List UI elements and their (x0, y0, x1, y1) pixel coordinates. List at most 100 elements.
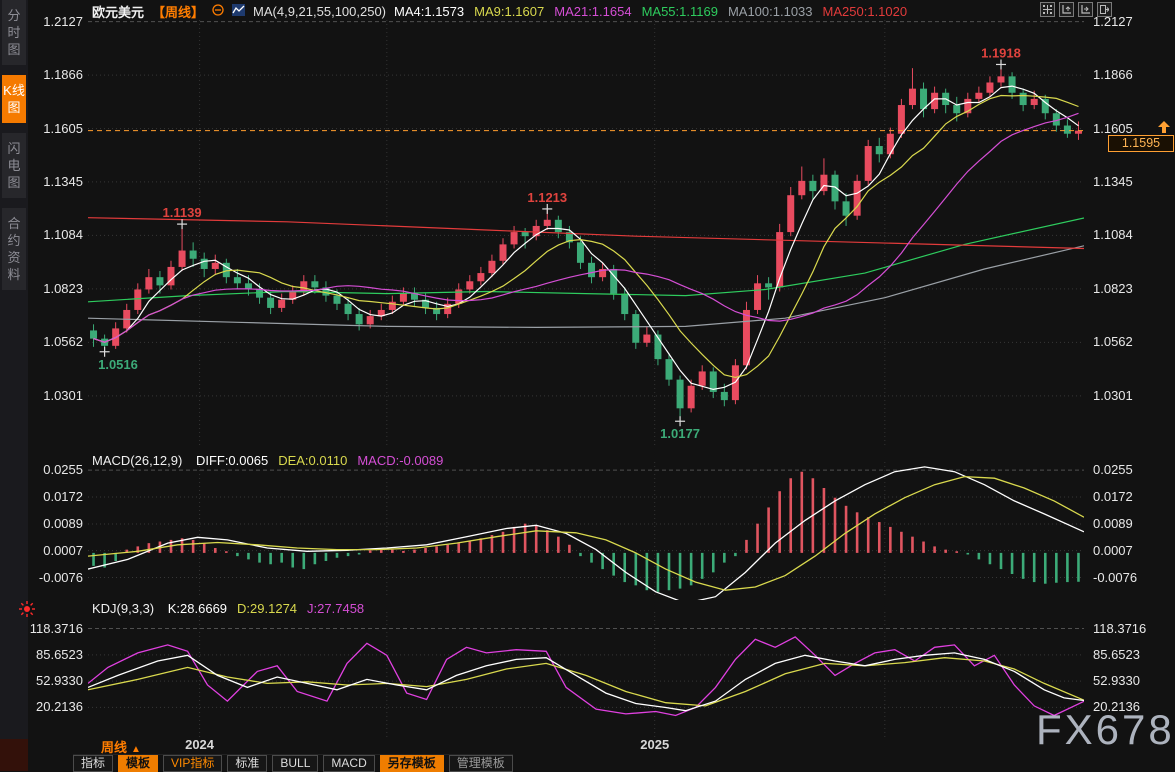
price-axis-label: 0.0172 (43, 489, 83, 505)
price-axis-label: 1.1345 (43, 173, 83, 189)
price-axis-label: 1.1084 (43, 227, 83, 243)
price-axis-label: 1.1866 (43, 67, 83, 83)
price-axis-label: 1.1345 (1093, 173, 1133, 189)
chevron-up-icon: ▲ (131, 744, 141, 755)
period-selector[interactable]: 周线 ▲ (101, 740, 141, 755)
price-axis-label: 1.2127 (1093, 13, 1133, 29)
sidebar-tab-1[interactable]: 分时图 (2, 0, 26, 65)
year-label: 2024 (185, 737, 215, 752)
ma-value: MA21:1.1654 (554, 3, 632, 19)
corner-block (0, 739, 28, 771)
price-axis-label: 0.0089 (43, 515, 83, 531)
time-axis: 周线 ▲ 2024 2025 (0, 735, 1175, 755)
macd-panel[interactable] (88, 452, 1084, 600)
indicator-value: DEA:0.0110 (278, 453, 348, 468)
toolbar-tab-MACD[interactable]: MACD (323, 755, 375, 772)
price-axis-label: 52.9330 (1093, 673, 1140, 689)
sidebar-tab-4[interactable]: 合约资料 (2, 208, 26, 290)
price-axis-label: 1.2127 (43, 13, 83, 29)
sidebar: 分时图 K线图闪电图合约资料 (0, 0, 28, 771)
macd-header: MACD(26,12,9) DIFF:0.0065 DEA:0.0110 MACD:… (92, 453, 463, 468)
price-axis-label: 1.0301 (43, 387, 83, 403)
kdj-label: KDJ(9,3,3) (92, 601, 155, 616)
price-axis-label: 1.0301 (1093, 387, 1133, 403)
macd-label: MACD(26,12,9) (92, 453, 183, 468)
price-axis-label: 118.3716 (1093, 620, 1147, 636)
indicator-value: J:27.7458 (307, 601, 365, 616)
chart-toolbar-icons (1040, 2, 1112, 17)
toolbar-tab-另存模板[interactable]: 另存模板 (379, 755, 444, 772)
price-axis-label: 1.1084 (1093, 227, 1133, 243)
price-axis-label: 20.2136 (36, 699, 83, 715)
indicator-value: K:28.6669 (167, 601, 228, 616)
ma-values: MA4:1.1573 MA9:1.1607 MA21:1.1654 MA55:1.11… (394, 4, 917, 19)
toolbar-tab-模板[interactable]: 模板 (118, 755, 159, 772)
price-axis-label: 1.1605 (43, 120, 83, 136)
indicator-value: DIFF:0.0065 (195, 453, 269, 468)
candles-layer (90, 64, 1082, 422)
price-axis-label: 0.0089 (1093, 515, 1133, 531)
price-axis-label: 0.0007 (1093, 542, 1133, 558)
mini-chart-icon[interactable] (232, 3, 246, 19)
current-price-tag: 1.1595 (1108, 135, 1174, 152)
ma-group-label: MA(4,9,21,55,100,250) (253, 3, 387, 19)
chart-header: 欧元美元 【周线】 MA(4,9,21,55,100,250) MA4:1.15… (92, 3, 917, 20)
sidebar-tab-2[interactable]: K线图 (2, 75, 26, 123)
price-axis-label: 1.0823 (43, 280, 83, 296)
ma-value: MA250:1.1020 (822, 3, 908, 19)
year-label: 2025 (640, 737, 670, 752)
price-axis-label: 0.0007 (43, 542, 83, 558)
price-axis-label: 1.0562 (43, 334, 83, 350)
price-up-arrow-icon (1158, 121, 1170, 133)
expand-pane-icon[interactable] (1097, 2, 1112, 17)
macd-values: DIFF:0.0065 DEA:0.0110 MACD:-0.0089 (196, 453, 453, 468)
price-axis-label: 85.6523 (36, 646, 83, 662)
ma-value: MA55:1.1169 (641, 3, 718, 19)
price-axis-label: 20.2136 (1093, 699, 1140, 715)
bottom-toolbar: 指标 模板 VIP指标 标准 BULL MACD 另存模板 管理模板 (73, 754, 513, 772)
kdj-panel[interactable] (88, 600, 1084, 743)
kdj-header: KDJ(9,3,3) K:28.6669 D:29.1274 J:27.7458 (92, 601, 384, 616)
period-tag[interactable]: 【周线】 (152, 4, 205, 20)
indicator-value: MACD:-0.0089 (357, 453, 444, 468)
compare-icon[interactable] (212, 3, 224, 19)
price-annotation: 1.1213 (527, 190, 567, 205)
price-axis-label: 0.0255 (1093, 462, 1133, 478)
price-axis-label: 1.0562 (1093, 334, 1133, 350)
price-axis-label: 1.1605 (1093, 120, 1133, 136)
price-axis-label: 52.9330 (36, 673, 83, 689)
hot-indicator-icon (19, 601, 35, 617)
ma-value: MA9:1.1607 (474, 3, 545, 19)
right-price-axis: 1.2127 1.1866 1.1605 1.1345 1.1084 1.0823 1.05… (1084, 0, 1175, 771)
indicator-value: D:29.1274 (237, 601, 298, 616)
price-annotation: 1.0177 (660, 426, 700, 441)
symbol-title: 欧元美元 (92, 4, 145, 20)
axis-zoom-out-icon[interactable] (1078, 2, 1093, 17)
price-annotation: 1.1139 (163, 205, 202, 220)
price-annotation: 1.0516 (98, 357, 138, 372)
price-axis-label: 0.0255 (43, 462, 83, 478)
price-axis-label: 85.6523 (1093, 646, 1140, 662)
toolbar-tab-标准[interactable]: 标准 (227, 755, 268, 772)
price-axis-label: -0.0076 (38, 569, 83, 585)
price-axis-label: 1.0823 (1093, 280, 1133, 296)
ma-value: MA100:1.1033 (727, 3, 813, 19)
price-annotation: 1.1918 (981, 45, 1021, 60)
toolbar-tab-管理模板[interactable]: 管理模板 (448, 755, 513, 772)
left-price-axis: 1.2127 1.1866 1.1605 1.1345 1.1084 1.0823 1.05… (28, 0, 86, 771)
sidebar-tab-3[interactable]: 闪电图 (2, 133, 26, 198)
price-axis-label: 1.1866 (1093, 67, 1133, 83)
kdj-values: K:28.6669 D:29.1274 J:27.7458 (168, 601, 374, 616)
ma-value: MA4:1.1573 (394, 3, 465, 19)
price-axis-label: -0.0076 (1093, 569, 1138, 585)
price-axis-label: 0.0172 (1093, 489, 1133, 505)
toolbar-tab-指标[interactable]: 指标 (73, 755, 114, 772)
fx678-watermark: FX678 (1036, 706, 1175, 753)
price-axis-label: 118.3716 (29, 620, 83, 636)
main-candlestick-chart[interactable]: 1.0516 1.1139 1.1213 1.0177 1.1918 (88, 0, 1084, 452)
crosshair-icon[interactable] (1040, 2, 1055, 17)
axis-zoom-in-icon[interactable] (1059, 2, 1074, 17)
toolbar-tab-VIP指标[interactable]: VIP指标 (163, 755, 223, 772)
toolbar-tab-BULL[interactable]: BULL (272, 755, 319, 772)
